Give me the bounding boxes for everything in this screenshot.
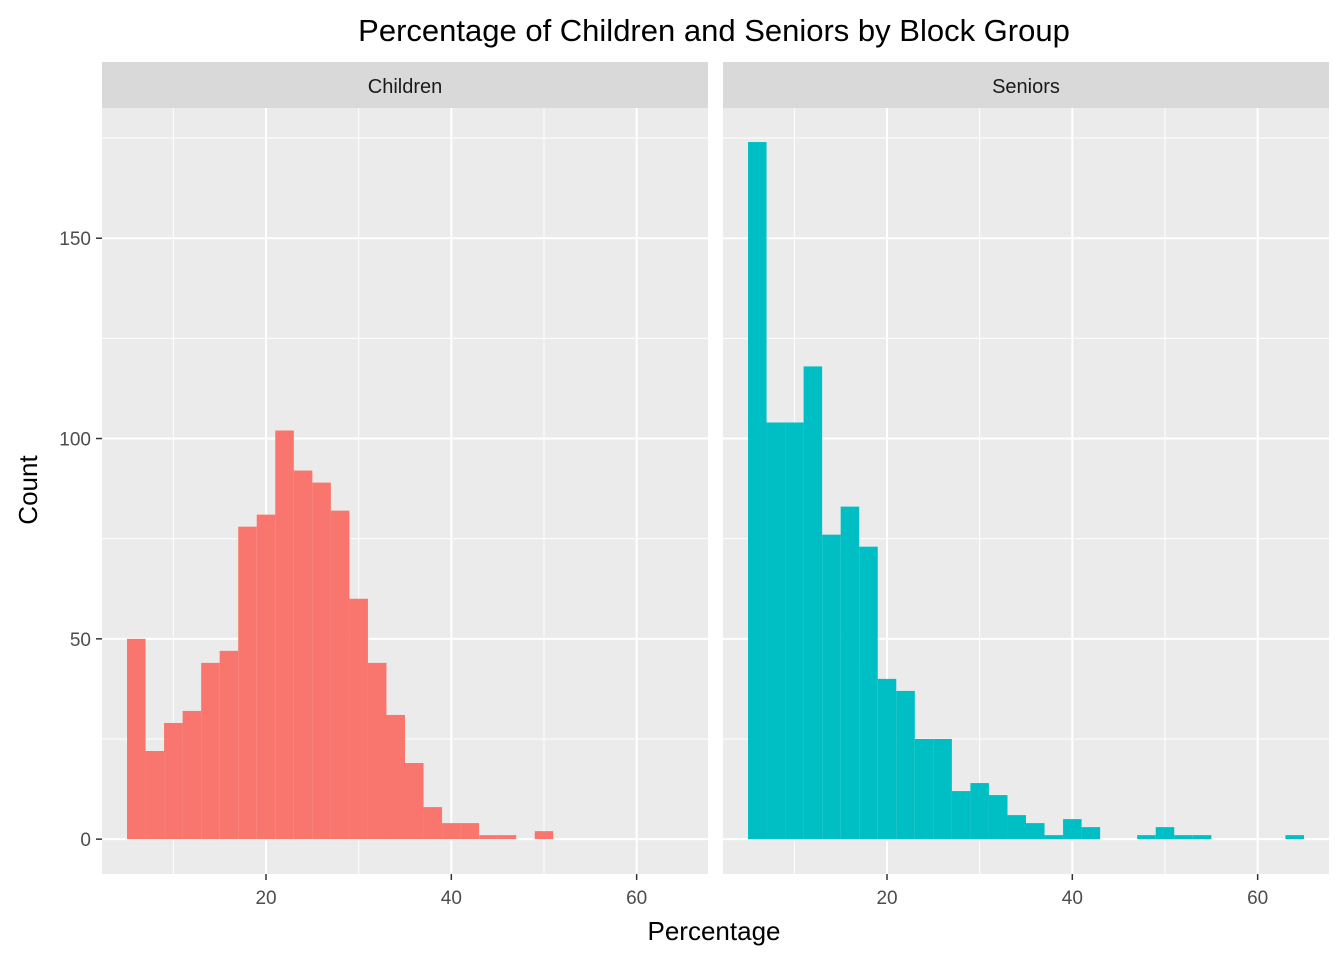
histogram-bar xyxy=(1155,827,1175,840)
histogram-bar xyxy=(534,831,554,840)
y-tick-label: 150 xyxy=(59,229,91,250)
histogram-bar xyxy=(840,506,860,840)
histogram-bar xyxy=(497,835,517,840)
histogram-bar xyxy=(1137,835,1156,840)
histogram-bar xyxy=(238,526,257,840)
histogram-bar xyxy=(988,795,1008,840)
histogram-bar xyxy=(785,422,804,840)
histogram-bar xyxy=(293,470,313,840)
histogram-bar xyxy=(275,430,294,840)
histogram-bar xyxy=(349,598,368,840)
histogram-bar xyxy=(367,662,387,840)
histogram-bar xyxy=(822,534,841,840)
facet-strip xyxy=(723,62,1329,108)
histogram-bar xyxy=(766,422,786,840)
x-tick-label: 20 xyxy=(876,888,897,909)
facet-panels: Children 20 40 60 Seniors 20 40 60 xyxy=(102,62,1329,909)
histogram-bar xyxy=(1174,835,1193,840)
histogram-bar xyxy=(164,722,183,840)
histogram-bar xyxy=(405,763,424,840)
histogram-bar xyxy=(951,791,971,840)
chart-title: Percentage of Children and Seniors by Bl… xyxy=(358,13,1070,48)
histogram-bar xyxy=(1044,835,1064,840)
histogram-bar xyxy=(1285,835,1304,840)
histogram-bar xyxy=(748,142,767,840)
histogram-bar xyxy=(201,662,220,840)
histogram-bar xyxy=(1063,819,1082,840)
histogram-bar xyxy=(386,714,405,840)
facet-children: Children 20 40 60 xyxy=(102,62,708,909)
histogram-bar xyxy=(896,690,915,840)
histogram-bar xyxy=(460,823,480,840)
histogram-bar xyxy=(970,783,989,840)
y-axis-title: Count xyxy=(13,455,43,525)
x-tick-label: 60 xyxy=(1247,888,1268,909)
facet-label: Seniors xyxy=(992,76,1060,98)
histogram-bar xyxy=(127,638,146,840)
histogram-bar xyxy=(330,510,350,840)
histogram-bar xyxy=(1026,823,1045,840)
histogram-bar xyxy=(256,514,276,840)
facet-strip xyxy=(102,62,708,108)
histogram-bar xyxy=(1081,827,1101,840)
y-tick-label: 0 xyxy=(80,830,91,851)
histogram-bar xyxy=(219,650,239,840)
facet-label: Children xyxy=(368,76,442,98)
histogram-bar xyxy=(312,482,331,840)
y-axis: 0 50 100 150 xyxy=(59,229,102,851)
histogram-bar xyxy=(423,807,443,840)
histogram-bar xyxy=(182,710,202,840)
x-tick-label: 40 xyxy=(441,888,462,909)
histogram-bar xyxy=(859,546,878,840)
y-tick-label: 50 xyxy=(70,630,91,651)
histogram-bar xyxy=(479,835,498,840)
histogram-bar xyxy=(442,823,461,840)
histogram-bar xyxy=(1192,835,1212,840)
y-tick-label: 100 xyxy=(59,430,91,451)
x-tick-label: 20 xyxy=(255,888,276,909)
histogram-bar xyxy=(914,738,934,840)
x-tick-label: 60 xyxy=(626,888,647,909)
histogram-bar xyxy=(803,366,823,840)
facet-seniors: Seniors 20 40 60 xyxy=(723,62,1329,909)
x-axis-title: Percentage xyxy=(648,916,781,946)
histogram-bar xyxy=(145,751,165,840)
x-tick-label: 40 xyxy=(1062,888,1083,909)
histogram-bar xyxy=(877,678,897,840)
histogram-bar xyxy=(1007,815,1026,840)
histogram-bar xyxy=(933,738,952,840)
